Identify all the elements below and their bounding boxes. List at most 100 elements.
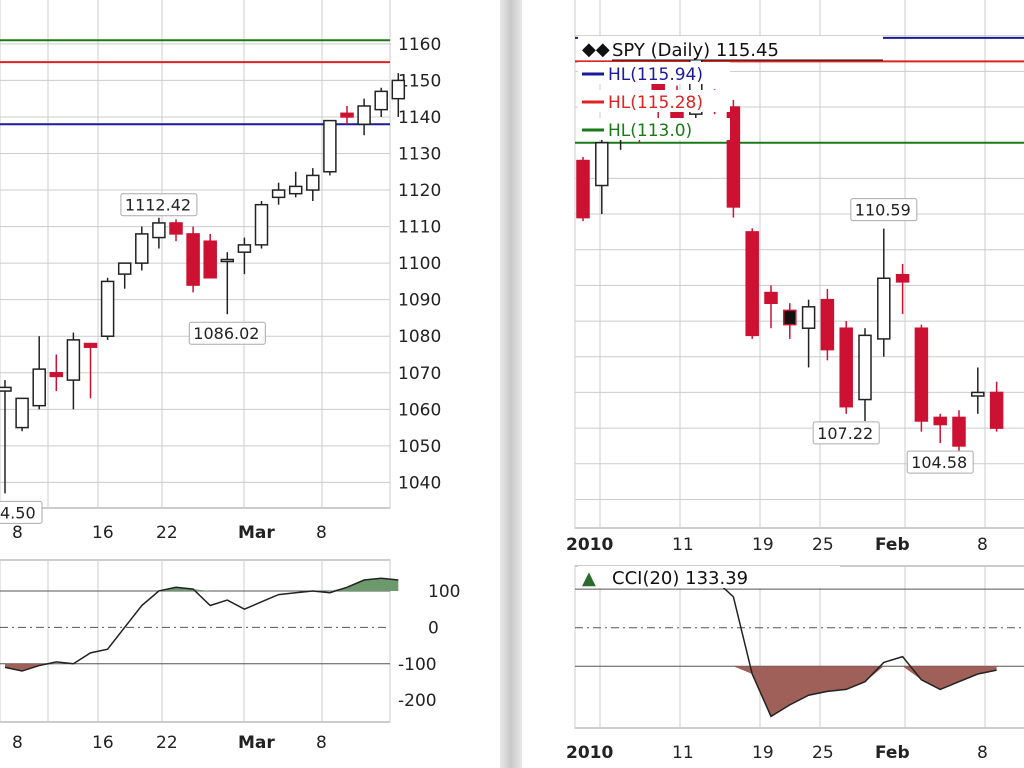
price-tick-label: 1120 [398,181,441,201]
candle-body [952,416,966,447]
data-label: 104.58 [911,453,967,472]
data-label: 4.50 [0,503,36,522]
candle-body [135,233,149,264]
cci-title-bg [578,566,840,588]
cci-tick-label: 100 [428,582,460,602]
candle-body [288,185,303,195]
x-axis-label: 8 [316,733,327,753]
x-axis-label: Feb [875,743,910,763]
candle-body [989,391,1004,429]
x-axis-label: 2010 [566,743,613,763]
candle-body [374,90,388,111]
candle-body [391,79,406,100]
cci-title-icon: ▲ [582,568,596,589]
cci-overbought-fill [5,578,399,591]
candle-body [971,391,985,397]
price-tick-label: 1050 [398,437,441,457]
price-tick-label: 1160 [398,35,441,55]
x-axis-label: Mar [238,523,275,543]
candle-body [933,416,947,426]
candle-body [49,372,64,378]
price-plot-frame-right [574,0,1024,529]
candle-body [32,368,46,407]
candle-body [726,106,741,208]
candle-body [117,262,132,275]
candle-body [152,222,166,239]
candle-body [237,244,252,253]
cci-plot-frame-right [574,565,1024,729]
candle-body [820,298,835,351]
price-tick-label: 1070 [398,364,441,384]
candle-body [306,174,320,191]
x-axis-label: 8 [12,733,23,753]
legend-label: HL(115.94) [608,65,703,85]
cci-tick-label: -100 [398,655,437,675]
cci-tick-label: 0 [428,618,439,638]
title-icon: ◆◆ [582,39,610,60]
candle-body [877,277,891,340]
candle-body [340,112,354,118]
candle-body [839,327,853,408]
x-axis-label: 2010 [566,535,613,555]
candle-body [576,159,590,219]
candle-body [169,222,183,235]
price-tick-label: 1140 [398,108,441,128]
candle-body [220,258,235,263]
legend-label: HL(113.0) [608,121,692,141]
candle-body [186,233,200,286]
data-label: 110.59 [855,201,911,220]
data-label: 1112.42 [125,196,191,215]
legend-bg [578,90,730,112]
candle-body [100,280,115,337]
candle-body [764,291,778,304]
candle-body [801,306,816,329]
candle-body [858,334,872,401]
candle-body [357,105,371,126]
price-tick-label: 1040 [398,473,441,493]
data-label-box [188,321,266,345]
candle-body [254,203,269,246]
x-axis-label: 16 [92,523,114,543]
title-bg [578,36,883,60]
price-tick-label: 1150 [398,71,441,91]
x-axis-label: 8 [977,743,988,763]
data-label: 1086.02 [193,324,259,343]
right-chart: ◆◆ SPY (Daily) 115.45 HL(115.94) HL(115.28)… [566,0,1024,763]
x-axis-label: 11 [672,535,694,555]
x-axis-label: 16 [92,733,114,753]
price-tick-label: 1080 [398,327,441,347]
candle-body [83,342,98,348]
x-axis-label: 8 [316,523,327,543]
candle-body [0,386,12,392]
cci-line [4,577,399,672]
x-axis-label: 11 [672,743,694,763]
candle-body [595,141,609,187]
candle-body [66,339,81,381]
cci-tick-label: -200 [398,691,437,711]
panel-divider[interactable] [500,0,522,768]
cci-plot-frame [0,559,391,723]
legend-label: HL(115.28) [608,93,703,113]
x-axis-label: 8 [12,523,23,543]
price-tick-label: 1060 [398,400,441,420]
candle-body [895,273,910,283]
data-label-box [812,421,880,445]
left-chart: 1160 1150 1140 1130 1120 1110 1100 1090 1080 1070… [0,0,460,753]
x-axis-label: 25 [812,535,834,555]
candle-body [783,309,797,326]
data-label-box [0,500,43,524]
chart-title: SPY (Daily) 115.45 [612,40,779,61]
price-tick-label: 1130 [398,144,441,164]
price-tick-label: 1100 [398,254,441,274]
x-axis-label: 25 [812,743,834,763]
data-label-box [906,450,974,474]
cci-oversold-fill [583,666,997,717]
x-axis-label: 8 [977,535,988,555]
data-label: 107.22 [817,424,873,443]
data-label-box [120,193,198,217]
cci-title: CCI(20) 133.39 [612,568,748,589]
x-axis-label: 19 [752,535,774,555]
candle-body [745,231,759,337]
price-tick-label: 1090 [398,291,441,311]
